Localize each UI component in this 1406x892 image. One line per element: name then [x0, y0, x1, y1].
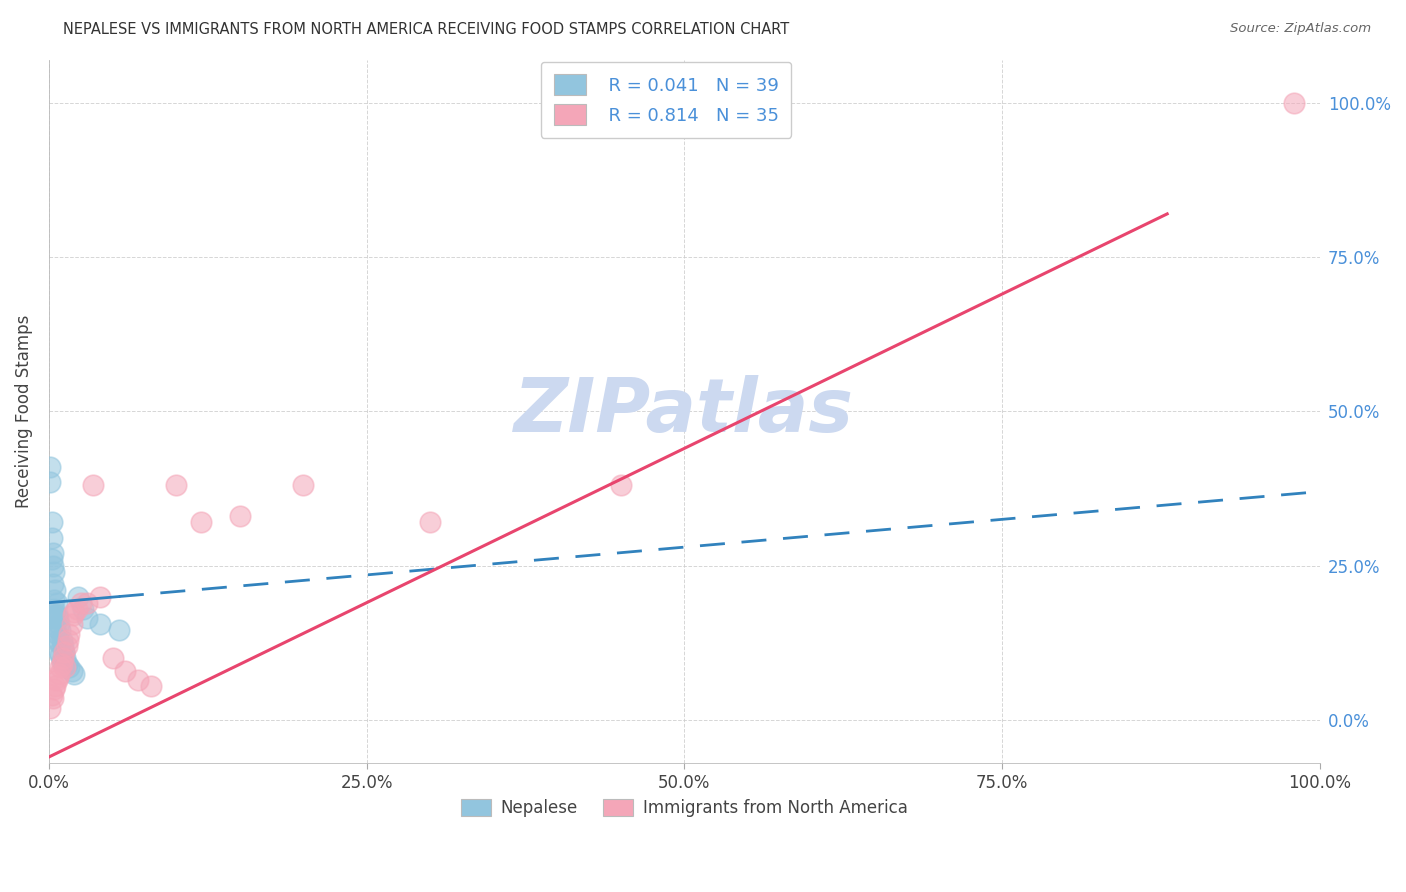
- Point: [55, 639, 77, 653]
- Point: [76, 611, 98, 625]
- Point: [292, 478, 315, 492]
- Point: [1284, 95, 1306, 110]
- Legend: Nepalese, Immigrants from North America: Nepalese, Immigrants from North America: [453, 790, 917, 825]
- Point: [63, 605, 86, 619]
- Point: [114, 664, 136, 678]
- Point: [41, 688, 63, 702]
- Point: [610, 478, 633, 492]
- Point: [67, 590, 90, 604]
- Point: [89, 617, 111, 632]
- Point: [46, 611, 69, 625]
- Point: [48, 617, 70, 632]
- Point: [51, 654, 73, 668]
- Point: [228, 509, 250, 524]
- Point: [52, 639, 75, 653]
- Point: [42, 682, 65, 697]
- Point: [63, 666, 86, 681]
- Point: [55, 651, 77, 665]
- Point: [42, 558, 65, 573]
- Point: [66, 602, 89, 616]
- Point: [49, 624, 72, 638]
- Point: [51, 632, 73, 647]
- Point: [46, 632, 69, 647]
- Point: [39, 700, 62, 714]
- Point: [49, 660, 72, 674]
- Point: [55, 660, 77, 674]
- Point: [89, 590, 111, 604]
- Point: [45, 596, 67, 610]
- Point: [82, 478, 104, 492]
- Point: [44, 583, 66, 598]
- Point: [72, 602, 94, 616]
- Point: [53, 645, 76, 659]
- Point: [49, 648, 72, 662]
- Point: [101, 651, 124, 665]
- Point: [45, 626, 67, 640]
- Point: [56, 632, 79, 647]
- Point: [45, 673, 67, 687]
- Point: [419, 516, 441, 530]
- Point: [42, 565, 65, 579]
- Point: [55, 657, 77, 672]
- Point: [42, 546, 65, 560]
- Point: [44, 620, 66, 634]
- Point: [48, 666, 70, 681]
- Point: [60, 617, 83, 632]
- Point: [165, 478, 187, 492]
- Point: [42, 611, 65, 625]
- Point: [69, 596, 91, 610]
- Point: [41, 552, 63, 566]
- Point: [53, 645, 76, 659]
- Point: [58, 660, 80, 674]
- Text: ZIPatlas: ZIPatlas: [515, 375, 855, 448]
- Point: [39, 475, 62, 490]
- Point: [51, 657, 73, 672]
- Point: [41, 531, 63, 545]
- Point: [139, 679, 162, 693]
- Point: [42, 592, 65, 607]
- Point: [127, 673, 149, 687]
- Point: [42, 691, 65, 706]
- Text: Source: ZipAtlas.com: Source: ZipAtlas.com: [1230, 22, 1371, 36]
- Point: [41, 516, 63, 530]
- Point: [44, 679, 66, 693]
- Y-axis label: Receiving Food Stamps: Receiving Food Stamps: [15, 315, 32, 508]
- Point: [45, 607, 67, 622]
- Point: [190, 516, 212, 530]
- Point: [48, 636, 70, 650]
- Point: [52, 651, 75, 665]
- Point: [60, 664, 83, 678]
- Point: [48, 645, 70, 659]
- Point: [39, 459, 62, 474]
- Point: [42, 577, 65, 591]
- Point: [62, 607, 84, 622]
- Point: [108, 624, 131, 638]
- Point: [76, 596, 98, 610]
- Point: [58, 626, 80, 640]
- Point: [44, 607, 66, 622]
- Text: NEPALESE VS IMMIGRANTS FROM NORTH AMERICA RECEIVING FOOD STAMPS CORRELATION CHAR: NEPALESE VS IMMIGRANTS FROM NORTH AMERIC…: [63, 22, 790, 37]
- Point: [46, 670, 69, 684]
- Point: [42, 602, 65, 616]
